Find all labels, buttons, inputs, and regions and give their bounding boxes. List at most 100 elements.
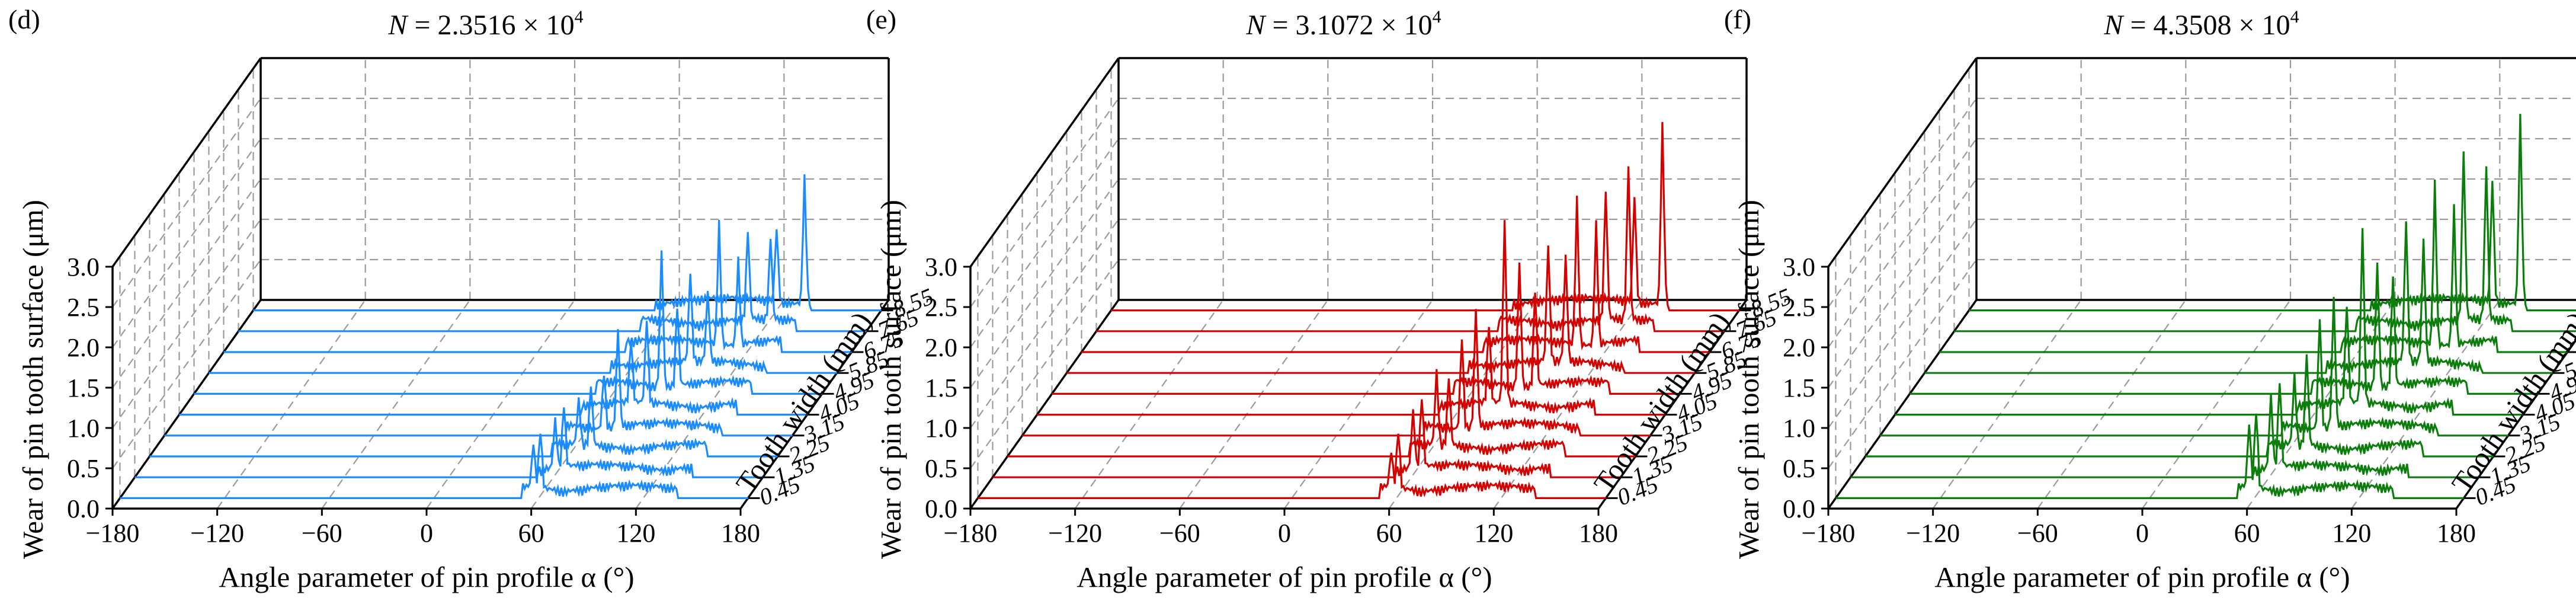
series-line-2.25: [1865, 354, 2494, 458]
x-axis-label: Angle parameter of pin profile α (°): [1076, 561, 1492, 593]
series-line-6.75: [223, 219, 852, 353]
panel-label: (d): [8, 4, 40, 34]
grid-side-diagonal: [970, 259, 1119, 469]
x-tick-label: 120: [616, 519, 655, 548]
x-tick-label: −60: [2017, 519, 2058, 548]
y-tick-label: 3.0: [1783, 253, 1815, 282]
grid-floor-diagonal: [321, 299, 471, 509]
panel-title: N = 2.3516 × 104: [387, 7, 583, 41]
x-tick-label: −120: [1048, 519, 1102, 548]
y-axis-label: Wear of pin tooth surface (μm): [17, 200, 49, 559]
y-tick-label: 1.5: [67, 373, 100, 402]
series-line-4.05: [179, 321, 808, 416]
series-line-1.35: [134, 407, 763, 478]
series-line-0.45: [120, 433, 748, 500]
series-line-3.15: [1022, 309, 1651, 437]
axis-frame-edge: [1827, 57, 1978, 268]
y-tick-label: 0.0: [925, 494, 957, 523]
series-line-5.85: [1066, 245, 1695, 374]
title-value: = 4.3508 × 10: [2123, 9, 2290, 41]
panel-label: (f): [1724, 4, 1751, 34]
y-tick-label: 0.0: [1783, 494, 1815, 523]
y-tick-label: 0.5: [67, 454, 100, 483]
x-tick-label: 60: [518, 519, 544, 548]
series-line-4.95: [1909, 262, 2538, 395]
grid-floor-diagonal: [426, 299, 575, 509]
x-tick-label: 120: [1474, 519, 1513, 548]
y-tick-label: 1.0: [925, 414, 957, 443]
panel-title: N = 4.3508 × 104: [2103, 7, 2299, 41]
grid-side-diagonal: [1828, 138, 1977, 348]
series-line-5.85: [209, 273, 837, 374]
series-line-5.85: [1924, 221, 2553, 374]
series-line-2.25: [1007, 369, 1636, 458]
x-axis-label: Angle parameter of pin profile α (°): [1934, 561, 2350, 593]
x-tick-label: −180: [86, 519, 140, 548]
grid-side-diagonal: [112, 259, 261, 469]
series-line-7.65: [1954, 151, 2576, 333]
grid-floor-diagonal: [2142, 299, 2291, 509]
axis-frame-edge: [739, 299, 890, 510]
grid-side-diagonal: [1828, 98, 1977, 308]
axis-frame-edge: [111, 299, 262, 510]
grid-floor-diagonal: [1179, 299, 1329, 509]
series-line-4.95: [194, 250, 822, 395]
axis-frame-edge: [1827, 299, 1978, 510]
series-line-1.35: [1850, 383, 2479, 478]
title-exponent: 4: [2290, 7, 2299, 27]
y-tick-label: 1.0: [1783, 414, 1815, 443]
x-tick-label: 120: [2332, 519, 2371, 548]
y-tick-label: 2.5: [1783, 293, 1815, 322]
panel-label: (e): [866, 4, 896, 34]
grid-side-diagonal: [970, 138, 1119, 348]
x-tick-label: 0: [1278, 519, 1291, 548]
grid-side-diagonal: [970, 219, 1119, 429]
y-tick-label: 2.5: [67, 293, 100, 322]
y-tick-label: 0.0: [67, 494, 100, 523]
x-axis-label: Angle parameter of pin profile α (°): [219, 561, 634, 593]
series-line-0.45: [978, 433, 1606, 500]
grid-floor-diagonal: [1932, 299, 2082, 509]
x-tick-label: 0: [420, 519, 433, 548]
grid-side-diagonal: [1828, 178, 1977, 388]
y-tick-label: 1.0: [67, 414, 100, 443]
series-line-3.15: [1880, 296, 2508, 437]
y-axis-label: Wear of pin tooth surface (μm): [874, 200, 907, 559]
y-tick-label: 2.0: [925, 333, 957, 362]
x-tick-label: 180: [721, 519, 760, 548]
title-variable: N: [2103, 9, 2125, 41]
series-line-1.35: [992, 399, 1621, 478]
x-tick-label: −120: [1906, 519, 1960, 548]
grid-side-diagonal: [1828, 219, 1977, 429]
y-tick-label: 3.0: [925, 253, 957, 282]
x-tick-label: −180: [1802, 519, 1856, 548]
panel-0: −180 −120 −60 0 60 120 180 0.0 0.5 1.0 1.5 2.0 2.5 3.…: [8, 4, 937, 593]
series-line-4.05: [1895, 228, 2523, 416]
series-line-7.65: [1096, 166, 1725, 333]
series-line-8.55: [1111, 122, 1739, 312]
series-line-0.45: [1835, 413, 2464, 500]
grid-floor-diagonal: [216, 299, 366, 509]
grid-side-diagonal: [112, 98, 261, 308]
title-exponent: 4: [575, 7, 584, 27]
grid-floor-diagonal: [2037, 299, 2187, 509]
series-line-6.75: [1081, 196, 1710, 353]
x-tick-label: 0: [2136, 519, 2149, 548]
x-tick-label: 60: [1376, 519, 1402, 548]
panel-1: −180 −120 −60 0 60 120 180 0.0 0.5 1.0 1.5 2.0 2.5 3.…: [866, 4, 1795, 593]
grid-side-diagonal: [970, 98, 1119, 308]
grid-floor-diagonal: [1284, 299, 1433, 509]
grid-side-diagonal: [1828, 259, 1977, 469]
x-tick-label: 60: [2234, 519, 2260, 548]
axis-frame-edge: [2455, 338, 2576, 510]
title-value: = 3.1072 × 10: [1265, 9, 1432, 41]
y-tick-label: 1.5: [925, 373, 957, 402]
x-tick-label: −60: [1159, 519, 1200, 548]
grid-side-diagonal: [112, 138, 261, 348]
x-tick-label: −120: [190, 519, 244, 548]
x-tick-label: −60: [302, 519, 342, 548]
grid-side-diagonal: [970, 178, 1119, 388]
title-variable: N: [387, 9, 409, 41]
y-tick-label: 1.5: [1783, 373, 1815, 402]
